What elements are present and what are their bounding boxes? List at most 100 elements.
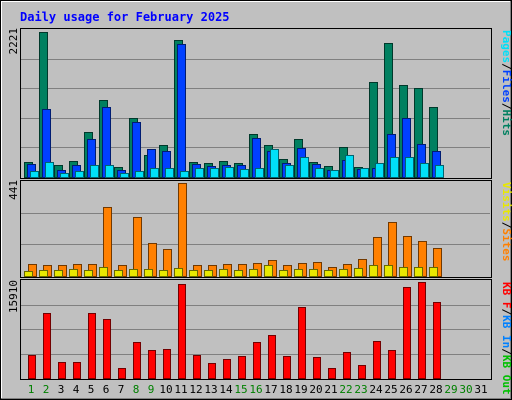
bar-pages-day-13 <box>210 168 219 178</box>
x-tick-label: 31 <box>474 383 487 396</box>
bar-pages-day-17 <box>270 149 279 178</box>
bar-pages-day-18 <box>285 165 294 178</box>
x-tick-label: 5 <box>88 383 95 396</box>
bar-pages-day-11 <box>180 171 189 178</box>
bar-pages-day-26 <box>405 157 414 178</box>
bar-pages-day-12 <box>195 168 204 178</box>
bar-pages-day-8 <box>135 171 144 178</box>
x-tick-label: 24 <box>369 383 383 396</box>
legend-item: / <box>500 222 512 229</box>
bar-pages-day-15 <box>240 169 249 178</box>
bar-kb-f-day-25 <box>388 350 396 379</box>
bar-visits-day-21 <box>324 270 333 277</box>
panel-visits-sites: 441 Visits/Sites <box>7 180 512 278</box>
x-tick-label: 18 <box>279 383 292 396</box>
bar-pages-day-1 <box>30 171 39 178</box>
x-tick-label: 7 <box>118 383 125 396</box>
legend-item: / <box>500 309 512 316</box>
bar-pages-day-19 <box>300 157 309 178</box>
bar-kb-f-day-18 <box>283 356 291 379</box>
panel-kbytes: 15 9 10 KB F/KB In/KB Out <box>7 279 512 395</box>
legend-hits-files-pages: Pages/Files/Hits <box>500 30 512 136</box>
y-max-label: 441 <box>7 180 20 200</box>
bar-kb-f-day-7 <box>118 368 126 379</box>
bar-visits-day-10 <box>159 270 168 277</box>
bar-pages-day-23 <box>360 168 369 178</box>
bar-files-day-8 <box>132 122 141 178</box>
bar-visits-day-4 <box>69 269 78 277</box>
x-tick-label: 14 <box>219 383 233 396</box>
bar-pages-day-22 <box>345 155 354 178</box>
bar-kb-f-day-6 <box>103 319 111 379</box>
x-tick-label: 20 <box>309 383 322 396</box>
legend-item: KB Out <box>500 355 512 395</box>
legend-item: Pages <box>500 30 512 63</box>
x-tick-label: 2 <box>43 383 50 396</box>
bar-visits-day-3 <box>54 270 63 277</box>
bar-kb-f-day-5 <box>88 313 96 379</box>
x-tick-label: 15 <box>234 383 247 396</box>
bar-kb-f-day-16 <box>253 342 261 379</box>
bars-hits-files-pages <box>21 32 490 178</box>
x-tick-label: 26 <box>399 383 412 396</box>
bar-pages-day-14 <box>225 167 234 178</box>
y-max-label: 2221 <box>7 28 20 55</box>
legend-item: Files <box>500 70 512 103</box>
legend-item: Hits <box>500 110 512 137</box>
bar-visits-day-1 <box>24 271 33 277</box>
bar-visits-day-20 <box>309 269 318 277</box>
bar-kb-f-day-12 <box>193 355 201 379</box>
bar-pages-day-2 <box>45 162 54 178</box>
bar-visits-day-6 <box>99 267 108 277</box>
bar-visits-day-13 <box>204 270 213 277</box>
x-tick-label: 12 <box>189 383 202 396</box>
legend-item: / <box>500 63 512 70</box>
bar-visits-day-24 <box>369 265 378 277</box>
chart-title: Daily usage for February 2025 <box>20 10 230 24</box>
bar-visits-day-23 <box>354 268 363 277</box>
legend-item: Sites <box>500 228 512 261</box>
bar-sites-day-11 <box>178 183 187 277</box>
bar-visits-day-22 <box>339 269 348 277</box>
bar-visits-day-27 <box>414 267 423 277</box>
bar-pages-day-6 <box>105 165 114 178</box>
bar-kb-f-day-20 <box>313 357 321 379</box>
x-tick-label: 10 <box>159 383 172 396</box>
bar-pages-day-5 <box>90 165 99 178</box>
bar-pages-day-4 <box>75 171 84 178</box>
bar-kb-f-day-26 <box>403 287 411 379</box>
bar-visits-day-11 <box>174 268 183 277</box>
bar-kb-f-day-22 <box>343 352 351 379</box>
x-tick-label: 17 <box>264 383 277 396</box>
bar-kb-f-day-23 <box>358 365 366 379</box>
bar-kb-f-day-24 <box>373 341 381 379</box>
x-tick-label: 23 <box>354 383 367 396</box>
bar-kb-f-day-1 <box>28 355 36 379</box>
bar-pages-day-16 <box>255 168 264 178</box>
bar-visits-day-15 <box>234 270 243 277</box>
bar-files-day-11 <box>177 44 186 178</box>
bar-visits-day-2 <box>39 270 48 277</box>
legend-kbytes: KB F/KB In/KB Out <box>500 282 512 395</box>
legend-item: Visits <box>500 182 512 222</box>
x-tick-label: 9 <box>148 383 155 396</box>
bar-pages-day-21 <box>330 170 339 178</box>
bar-pages-day-28 <box>435 165 444 178</box>
x-tick-label: 29 <box>444 383 457 396</box>
x-tick-label: 28 <box>429 383 442 396</box>
bar-kb-f-day-21 <box>328 368 336 379</box>
x-tick-label: 27 <box>414 383 427 396</box>
bar-pages-day-24 <box>375 163 384 178</box>
bar-pages-day-10 <box>165 168 174 178</box>
legend-item: KB In <box>500 315 512 348</box>
bar-visits-day-5 <box>84 270 93 277</box>
bar-visits-day-9 <box>144 269 153 277</box>
bar-kb-f-day-11 <box>178 284 186 379</box>
bar-pages-day-20 <box>315 168 324 178</box>
bars-kbytes <box>21 282 490 379</box>
x-axis-day-labels: 1 2 3 4 5 6 7 8 9 10 11 12 13 14 15 16 17 18 19 20 21 22 23 24 2… <box>28 383 488 396</box>
legend-item: / <box>500 348 512 355</box>
bar-pages-day-3 <box>60 173 69 178</box>
bar-kb-f-day-4 <box>73 362 81 379</box>
